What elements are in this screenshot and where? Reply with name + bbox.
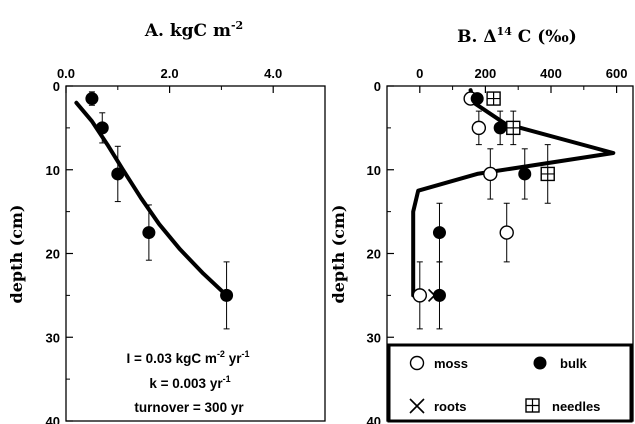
bulk-point: [493, 121, 507, 135]
needles-point: [486, 91, 501, 106]
y-tick-label: 40: [46, 414, 60, 424]
x-tick-label: 200: [475, 66, 497, 81]
legend: moss bulk roots needles: [387, 343, 633, 423]
panel-b-points: [412, 91, 555, 330]
panel-b-model-curve: [411, 88, 616, 298]
moss-point: [499, 225, 514, 240]
panel-a-y-ticks: 0 10 20 30 40: [46, 79, 73, 424]
bulk-point: [518, 167, 532, 181]
legend-bulk-marker: [533, 356, 547, 370]
legend-roots-marker: [409, 398, 425, 414]
panel-b-x-ticks: 0 200 400 600: [416, 66, 627, 93]
y-tick-label: 10: [367, 163, 381, 178]
needles-point: [540, 166, 555, 182]
panel-a-x-ticks: 0.0 2.0 4.0: [57, 66, 282, 93]
x-tick-label: 2.0: [161, 66, 179, 81]
y-tick-label: 30: [367, 330, 381, 345]
legend-roots-label: roots: [434, 399, 467, 414]
panel-b-y-ticks: 0 10 20 30 40: [367, 79, 394, 424]
annotation-decay-rate: k = 0.003 yr-1: [149, 374, 230, 391]
x-tick-label: 0.0: [57, 66, 75, 81]
data-point: [85, 92, 99, 106]
panel-a-y-label: depth (cm): [7, 205, 26, 304]
panel-a: A. kgC m-2 0.0 2.0 4.0 0 10 20 30 40 depth (cm…: [7, 19, 326, 424]
panel-b-y-label: depth (cm): [329, 205, 348, 304]
bulk-point: [470, 92, 484, 106]
y-tick-label: 20: [367, 247, 381, 262]
panel-a-frame: [65, 85, 326, 422]
moss-point: [412, 288, 427, 303]
panel-b-title: B. Δ14 C (‰): [457, 25, 577, 47]
y-tick-label: 40: [367, 414, 381, 424]
legend-needles-label: needles: [552, 399, 600, 414]
data-point: [111, 167, 125, 181]
x-tick-label: 400: [540, 66, 562, 81]
annotation-input-rate: I = 0.03 kgC m-2 yr-1: [127, 349, 250, 366]
needles-point: [506, 120, 521, 136]
y-tick-label: 0: [53, 79, 60, 94]
x-tick-label: 4.0: [264, 66, 282, 81]
moss-point: [483, 166, 498, 182]
annotation-turnover: turnover = 300 yr: [134, 400, 244, 415]
bulk-point: [432, 226, 446, 240]
x-tick-label: 0: [416, 66, 423, 81]
moss-point: [471, 120, 487, 136]
data-point: [142, 226, 156, 240]
y-tick-label: 20: [46, 247, 60, 262]
legend-bulk-label: bulk: [560, 356, 587, 371]
panel-a-title: A. kgC m-2: [144, 19, 243, 41]
data-point: [95, 121, 109, 135]
y-tick-label: 0: [374, 79, 381, 94]
y-tick-label: 10: [46, 163, 60, 178]
bulk-point: [432, 288, 446, 302]
legend-moss-label: moss: [434, 356, 468, 371]
panel-a-points: [85, 91, 234, 330]
y-tick-label: 30: [46, 330, 60, 345]
legend-needles-marker: [525, 398, 540, 413]
roots-point: [427, 288, 442, 302]
legend-box: [387, 343, 633, 423]
x-tick-label: 600: [606, 66, 628, 81]
legend-moss-marker: [409, 355, 425, 371]
data-point: [220, 288, 234, 302]
panel-b: B. Δ14 C (‰) 0 200 400 600 0 10 20 30 40 depth …: [329, 25, 634, 424]
